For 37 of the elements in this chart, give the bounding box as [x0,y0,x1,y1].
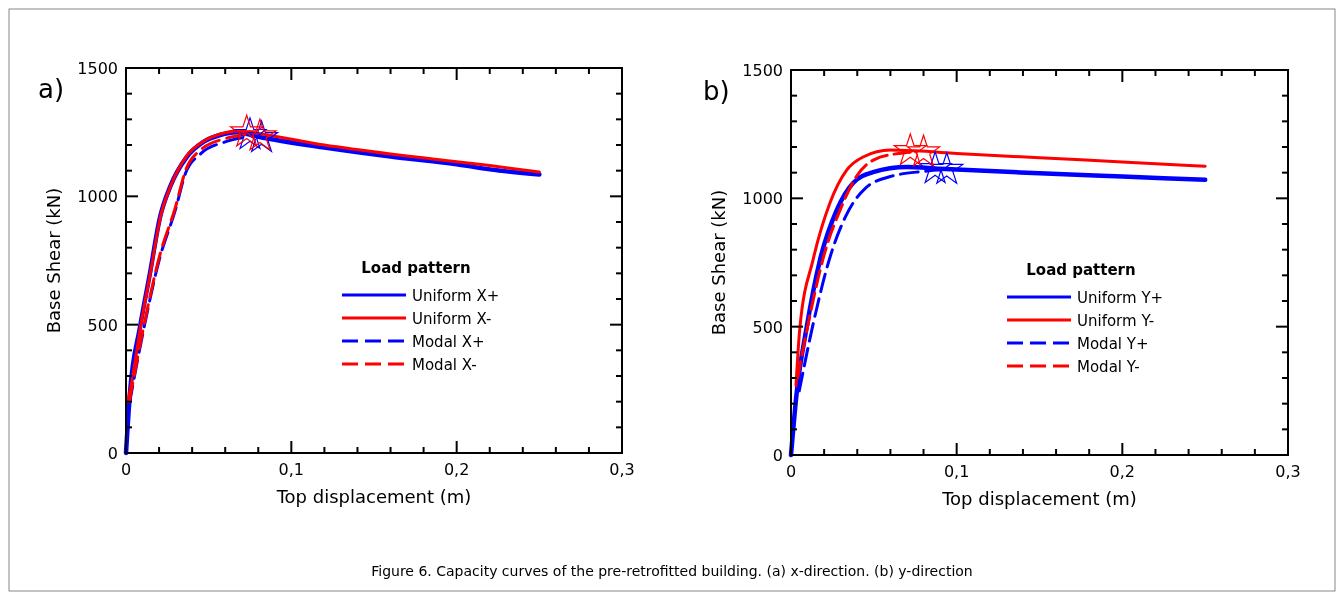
x-tick-label: 0,1 [943,462,970,481]
x-axis-title: Top displacement (m) [941,488,1137,509]
y-tick-label: 1000 [742,189,783,209]
y-tick-label: 1500 [77,59,118,78]
x-tick-label: 0 [120,460,132,479]
point [906,134,941,167]
chart-title: b) [703,76,730,106]
legend-title: Load pattern [361,259,471,277]
chart-title: a) [38,74,65,104]
legend-label: Uniform X- [412,310,492,328]
legend-label: Modal X+ [412,333,485,351]
x-tick-label: 0 [785,462,797,481]
point [918,151,952,184]
y-tick-label: 1500 [742,61,783,80]
y-tick-label: 1000 [77,187,118,207]
legend-label: Uniform Y- [1077,312,1155,330]
y-tick-label: 500 [752,317,783,337]
point [893,133,927,166]
legend-label: Uniform X+ [412,287,500,305]
x-tick-label: 0,1 [278,460,305,479]
point [930,152,964,184]
legend-label: Modal Y- [1077,358,1140,376]
y-axis-title: Base Shear (kN) [43,187,64,334]
y-tick-label: 0 [107,444,118,463]
y-tick-label: 0 [772,446,783,465]
legend-label: Modal X- [412,356,477,374]
y-axis-title: Base Shear (kN) [708,189,729,336]
x-tick-label: 0,3 [609,460,635,479]
legend-label: Uniform Y+ [1077,289,1164,307]
legend-title: Load pattern [1026,261,1136,279]
y-tick-label: 500 [87,315,118,335]
x-axis-title: Top displacement (m) [275,486,472,507]
x-tick-label: 0,3 [1275,462,1301,481]
x-tick-label: 0,2 [443,460,470,479]
x-tick-label: 0,2 [1109,462,1136,481]
legend-label: Modal Y+ [1077,335,1149,353]
caption: Figure 6. Capacity curves of the pre-retrofitted building. (a) x-direction. (b) y-direction [371,563,973,579]
